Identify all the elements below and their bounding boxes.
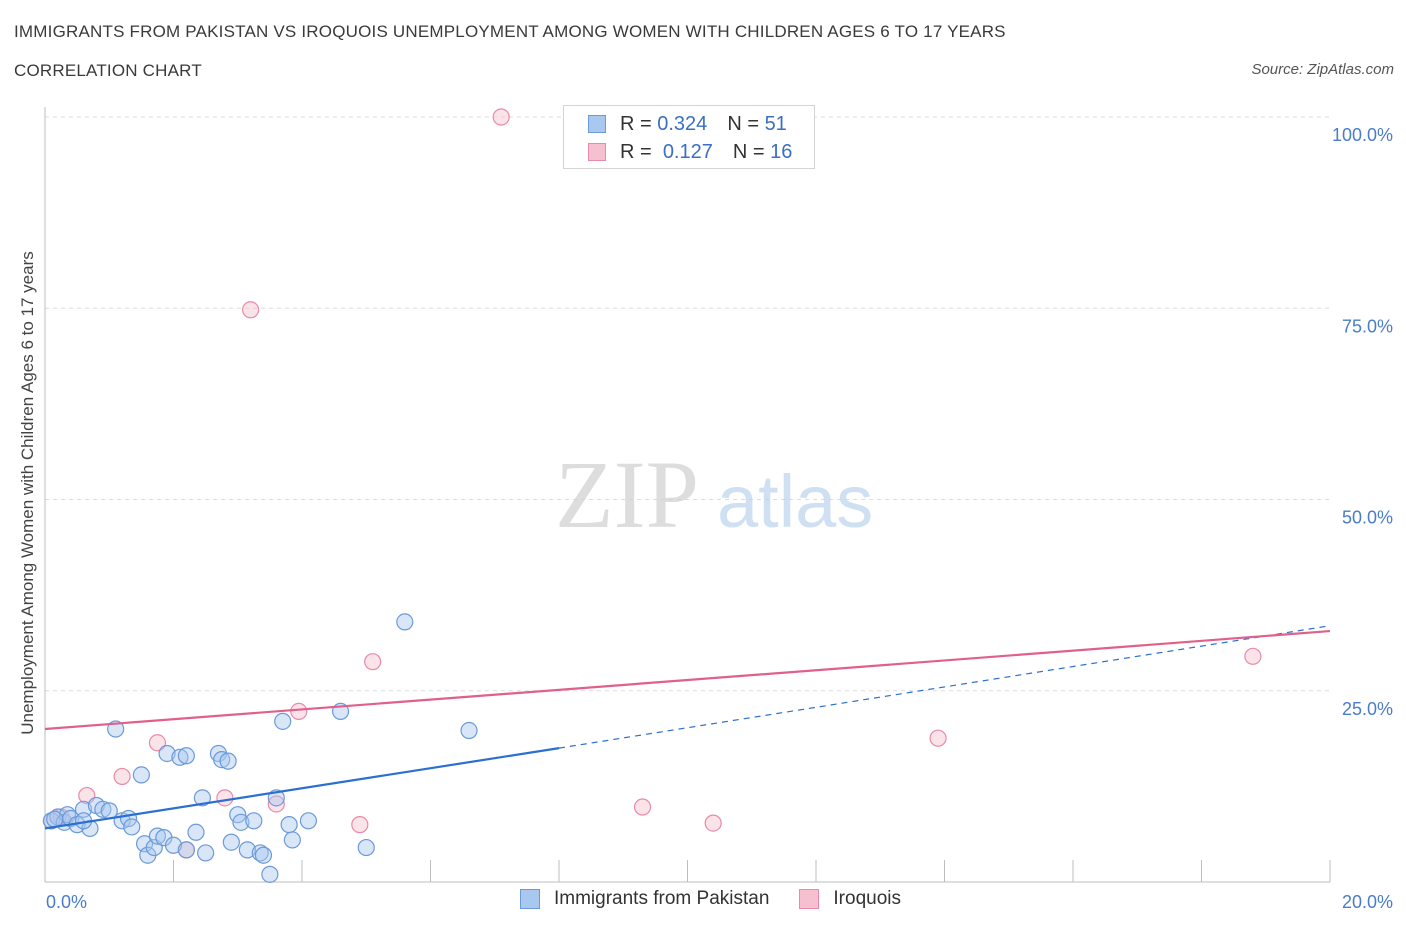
trend-layer	[44, 625, 1331, 830]
watermark-zip: ZIP	[555, 441, 699, 548]
pakistan-point	[396, 613, 414, 631]
iroquois-trend-line	[44, 629, 1331, 731]
y-axis-label: Unemployment Among Women with Children A…	[18, 251, 37, 735]
pakistan-swatch-icon	[588, 115, 606, 133]
pakistan-point	[274, 712, 292, 730]
pakistan-point	[123, 818, 141, 836]
pakistan-point	[132, 766, 150, 784]
legend-label-iroquois: Iroquois	[833, 888, 902, 909]
watermark-layer: ZIP atlas	[555, 441, 873, 548]
points-layer	[42, 108, 1262, 883]
pakistan-point	[94, 800, 112, 818]
pakistan-point	[261, 865, 279, 883]
r-label: R =	[620, 140, 652, 163]
stats-legend: R = 0.324 N = 51 R = 0.127 N = 16	[563, 105, 815, 169]
pakistan-point	[148, 827, 167, 845]
pakistan-n-value: 51	[764, 112, 787, 135]
pakistan-point	[251, 844, 269, 862]
source-label: Source: ZipAtlas.com	[1251, 61, 1394, 78]
iroquois-point	[148, 734, 167, 752]
pakistan-point	[193, 789, 212, 807]
pakistan-point	[357, 838, 375, 857]
pakistan-point	[197, 844, 215, 862]
iroquois-swatch-icon	[588, 143, 606, 161]
pakistan-point	[171, 748, 189, 766]
iroquois-point	[633, 798, 652, 816]
grid-layer	[45, 116, 1330, 692]
chart-title: IMMIGRANTS FROM PAKISTAN VS IROQUOIS UNE…	[14, 22, 1006, 41]
y-tick-label: 100.0%	[1332, 125, 1393, 145]
n-label: N =	[732, 140, 765, 163]
pakistan-legend-swatch-icon	[520, 889, 540, 909]
pakistan-trend-extension	[558, 625, 1331, 749]
pakistan-point	[280, 816, 298, 834]
pakistan-point	[460, 721, 478, 740]
pakistan-point	[213, 750, 231, 769]
pakistan-point	[219, 752, 237, 770]
chart-subtitle: CORRELATION CHART	[14, 61, 202, 80]
y-tick-label: 50.0%	[1342, 508, 1393, 528]
pakistan-r-value: 0.324	[657, 112, 708, 135]
pakistan-trend-line	[44, 747, 560, 830]
iroquois-point	[364, 653, 382, 671]
watermark-atlas: atlas	[717, 460, 873, 543]
n-label: N =	[727, 112, 759, 135]
iroquois-point	[242, 301, 260, 319]
iroquois-point	[929, 729, 947, 747]
r-label: R =	[620, 112, 652, 135]
iroquois-point	[113, 767, 131, 786]
y-tick-label: 25.0%	[1342, 699, 1393, 719]
iroquois-point	[290, 702, 308, 721]
pakistan-point	[232, 813, 250, 831]
series-legend: Immigrants from Pakistan Iroquois	[520, 888, 931, 910]
legend-item-iroquois: Iroquois	[799, 888, 901, 910]
legend-label-pakistan: Immigrants from Pakistan	[554, 888, 770, 909]
stats-row-pakistan: R = 0.324 N = 51	[588, 112, 787, 136]
legend-item-pakistan: Immigrants from Pakistan	[520, 888, 769, 910]
pakistan-point	[177, 747, 195, 765]
x-tick-label: 20.0%	[1342, 892, 1393, 912]
iroquois-point	[216, 789, 234, 807]
pakistan-point	[177, 841, 195, 859]
label-layer: 25.0% 50.0% 75.0% 100.0% 0.0% 20.0%	[46, 125, 1393, 912]
pakistan-point	[245, 812, 263, 830]
pakistan-point	[46, 810, 64, 828]
x-tick-label: 0.0%	[46, 892, 87, 912]
axis-layer	[44, 107, 1331, 883]
iroquois-n-value: 16	[770, 140, 793, 163]
iroquois-point	[704, 814, 722, 832]
iroquois-point	[1244, 647, 1262, 665]
y-tick-label: 75.0%	[1342, 316, 1393, 336]
pakistan-point	[222, 833, 240, 851]
pakistan-point	[158, 744, 176, 763]
pakistan-point	[283, 831, 301, 849]
pakistan-point	[254, 846, 273, 864]
pakistan-point	[238, 841, 256, 859]
iroquois-point	[351, 816, 369, 834]
iroquois-r-value: 0.127	[662, 140, 713, 163]
iroquois-point	[492, 108, 510, 126]
iroquois-point	[267, 795, 285, 813]
stats-row-iroquois: R = 0.127 N = 16	[588, 140, 792, 164]
pakistan-point	[187, 823, 205, 841]
pakistan-point	[299, 812, 318, 830]
iroquois-legend-swatch-icon	[799, 889, 820, 909]
pakistan-point	[164, 836, 183, 854]
